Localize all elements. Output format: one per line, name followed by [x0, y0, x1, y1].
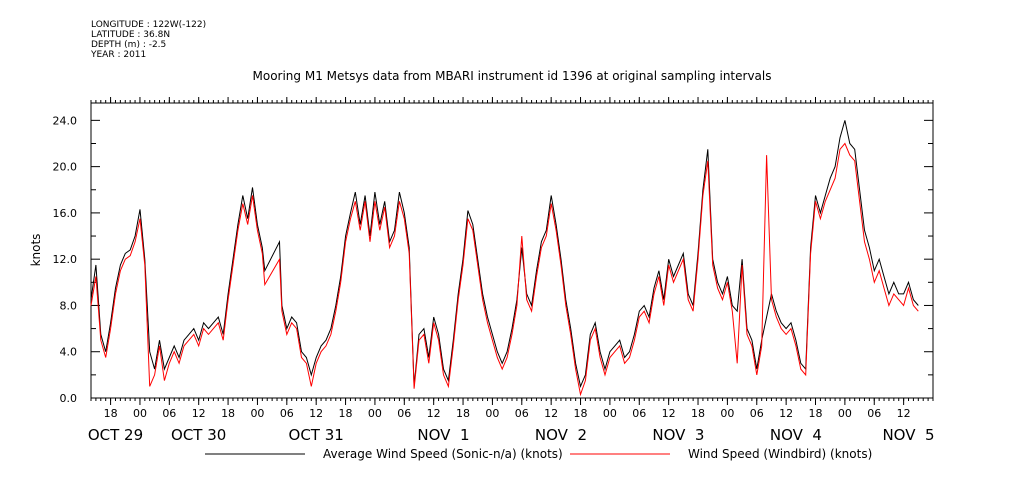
x-tick-label: 18	[104, 407, 118, 420]
x-tick-label: 00	[250, 407, 264, 420]
meta-year: YEAR : 2011	[91, 50, 147, 60]
plot-frame	[90, 100, 934, 401]
x-tick-label: 00	[603, 407, 617, 420]
x-tick-label: 18	[691, 407, 705, 420]
x-tick-label: 06	[515, 407, 529, 420]
x-day-label: NOV 5	[882, 426, 934, 444]
legend: Average Wind Speed (Sonic-n/a) (knots) W…	[205, 447, 872, 461]
x-tick-label: 00	[485, 407, 499, 420]
x-tick-label: 06	[162, 407, 176, 420]
x-tick-label: 00	[133, 407, 147, 420]
legend-label-windbird: Wind Speed (Windbird) (knots)	[688, 447, 872, 461]
x-tick-label: 18	[456, 407, 470, 420]
x-tick-label: 06	[397, 407, 411, 420]
x-day-label: OCT 29	[88, 426, 143, 444]
x-tick-label: 18	[809, 407, 823, 420]
x-tick-label: 18	[574, 407, 588, 420]
x-tick-label: 06	[867, 407, 881, 420]
x-tick-label: 18	[339, 407, 353, 420]
x-day-label: NOV 3	[652, 426, 704, 444]
metadata-block: LONGITUDE : 122W(-122) LATITUDE : 36.8N …	[91, 20, 206, 60]
legend-label-sonic: Average Wind Speed (Sonic-n/a) (knots)	[323, 447, 563, 461]
meta-latitude: LATITUDE : 36.8N	[91, 30, 171, 40]
x-tick-label: 12	[309, 407, 323, 420]
x-tick-label: 00	[720, 407, 734, 420]
series-line-windbird	[90, 142, 919, 397]
y-axis: 0.0 4.0 8.0 12.0 16.0 20.0 24.0	[53, 114, 933, 405]
y-tick-label: 20.0	[53, 161, 78, 174]
y-axis-label: knots	[29, 234, 43, 267]
x-day-label: NOV 4	[770, 426, 822, 444]
x-tick-label: 12	[779, 407, 793, 420]
x-tick-label: 18	[221, 407, 235, 420]
x-tick-label: 12	[544, 407, 558, 420]
y-tick-label: 0.0	[60, 392, 78, 405]
y-tick-label: 8.0	[60, 299, 78, 312]
x-axis: 18 00 06 12 18 00 06 12 18 00 06 12 18 00 06 12 18 00 06 12…	[88, 97, 935, 444]
meta-depth: DEPTH (m) : -2.5	[91, 40, 167, 50]
x-tick-label: 12	[897, 407, 911, 420]
y-tick-label: 12.0	[53, 253, 78, 266]
x-day-label: NOV 2	[535, 426, 587, 444]
y-tick-label: 16.0	[53, 207, 78, 220]
x-tick-label: 06	[750, 407, 764, 420]
y-tick-label: 4.0	[60, 346, 78, 359]
x-day-label: NOV 1	[417, 426, 469, 444]
chart-title: Mooring M1 Metsys data from MBARI instru…	[253, 69, 772, 83]
x-tick-label: 00	[838, 407, 852, 420]
x-tick-label: 00	[368, 407, 382, 420]
x-day-label: OCT 30	[171, 426, 226, 444]
x-day-label: OCT 31	[289, 426, 344, 444]
x-tick-label: 12	[192, 407, 206, 420]
x-tick-label: 06	[280, 407, 294, 420]
x-tick-label: 12	[427, 407, 441, 420]
series-layer	[90, 120, 919, 397]
x-tick-label: 12	[662, 407, 676, 420]
x-tick-label: 06	[632, 407, 646, 420]
series-line-sonic	[90, 120, 919, 389]
y-tick-label: 24.0	[53, 114, 78, 127]
meta-longitude: LONGITUDE : 122W(-122)	[91, 20, 207, 30]
